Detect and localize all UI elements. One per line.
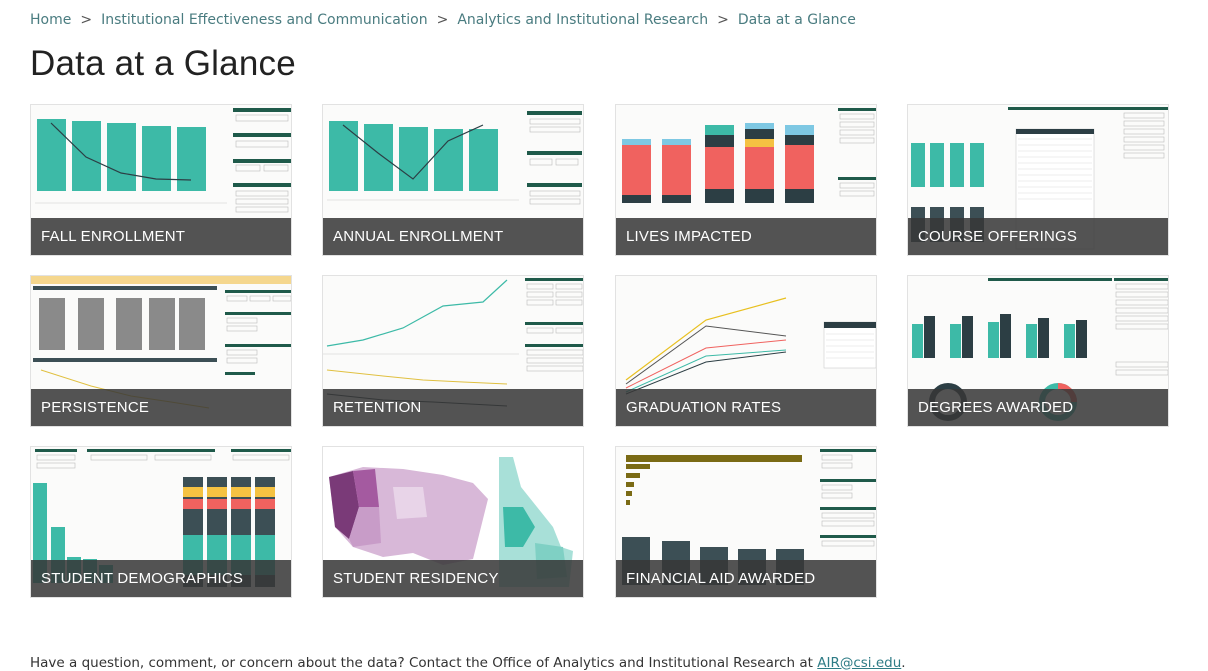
breadcrumb-analytics[interactable]: Analytics and Institutional Research bbox=[457, 12, 709, 28]
tile-label: FINANCIAL AID AWARDED bbox=[626, 570, 816, 587]
tile-label: LIVES IMPACTED bbox=[626, 228, 752, 245]
tile-lives-impacted[interactable]: LIVES IMPACTED bbox=[615, 104, 877, 256]
breadcrumb-current[interactable]: Data at a Glance bbox=[737, 12, 856, 28]
breadcrumb-institutional-effectiveness[interactable]: Institutional Effectiveness and Communic… bbox=[101, 12, 428, 28]
tile-label: ANNUAL ENROLLMENT bbox=[333, 228, 504, 245]
tile-label-bar bbox=[323, 218, 583, 255]
tile-label-bar bbox=[616, 389, 876, 426]
tile-graduation-rates[interactable]: GRADUATION RATES bbox=[615, 275, 877, 427]
tile-course-offerings[interactable]: COURSE OFFERINGS bbox=[907, 104, 1169, 256]
tile-label: GRADUATION RATES bbox=[626, 399, 782, 416]
tile-label: PERSISTENCE bbox=[41, 399, 150, 416]
email-link[interactable]: AIR@csi.edu bbox=[817, 654, 902, 671]
tile-label-bar bbox=[323, 560, 583, 597]
tile-fall-enrollment[interactable]: FALL ENROLLMENT bbox=[30, 104, 292, 256]
tile-label: STUDENT DEMOGRAPHICS bbox=[41, 570, 244, 587]
breadcrumb: Home > Institutional Effectiveness and Com… bbox=[30, 12, 856, 28]
tile-label-bar bbox=[323, 389, 583, 426]
breadcrumb-separator: > bbox=[436, 12, 449, 28]
breadcrumb-separator: > bbox=[80, 12, 93, 28]
tile-degrees-awarded[interactable]: DEGREES AWARDED bbox=[907, 275, 1169, 427]
tile-label: FALL ENROLLMENT bbox=[41, 228, 186, 245]
tile-label-bar bbox=[31, 389, 291, 426]
breadcrumb-separator: > bbox=[717, 12, 729, 28]
tile-retention[interactable]: RETENTION bbox=[322, 275, 584, 427]
tile-label: COURSE OFFERINGS bbox=[918, 228, 1078, 245]
tile-financial-aid-awarded[interactable]: FINANCIAL AID AWARDED bbox=[615, 446, 877, 598]
page-title: Data at a Glance bbox=[30, 44, 296, 83]
breadcrumb-home[interactable]: Home bbox=[30, 12, 72, 28]
tile-annual-enrollment[interactable]: ANNUAL ENROLLMENT bbox=[322, 104, 584, 256]
tile-student-demographics[interactable]: STUDENT DEMOGRAPHICS bbox=[30, 446, 292, 598]
tile-persistence[interactable]: PERSISTENCE bbox=[30, 275, 292, 427]
tile-label-bar bbox=[31, 560, 291, 597]
footer-end: . bbox=[901, 654, 906, 671]
tile-label-bar bbox=[908, 218, 1168, 255]
footer-text: Have a question, comment, or concern abo… bbox=[30, 654, 813, 671]
tile-student-residency[interactable]: STUDENT RESIDENCY bbox=[322, 446, 584, 598]
dashboard-tile-grid: FALL ENROLLMENT ANNUAL ENROLLMENT bbox=[30, 104, 1180, 599]
contact-footer: Have a question, comment, or concern abo… bbox=[30, 655, 906, 671]
tile-label: DEGREES AWARDED bbox=[918, 399, 1074, 416]
tile-label-bar bbox=[31, 218, 291, 255]
tile-label: STUDENT RESIDENCY bbox=[333, 570, 499, 587]
tile-label-bar bbox=[616, 218, 876, 255]
tile-label-bar bbox=[616, 560, 876, 597]
tile-label: RETENTION bbox=[333, 399, 422, 416]
tile-label-bar bbox=[908, 389, 1168, 426]
